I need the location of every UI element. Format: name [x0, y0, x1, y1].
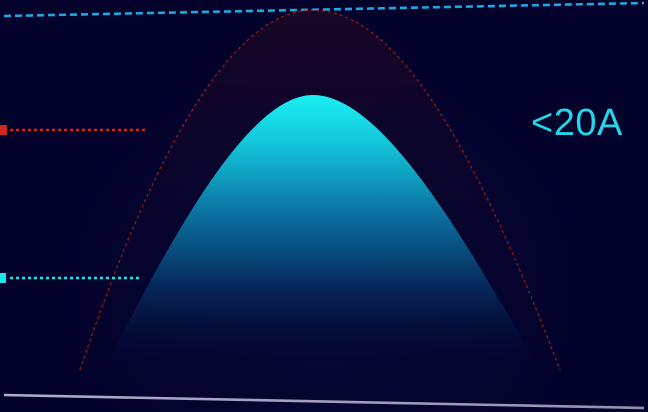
current-waveform-hump [108, 95, 535, 362]
current-pointer-tip [0, 273, 6, 283]
baseline [3, 393, 645, 410]
limit-pointer-tip [0, 125, 7, 135]
current-limit-label: <20A [531, 102, 623, 144]
top-dashed-line [3, 1, 645, 18]
limit-envelope-curve [79, 9, 561, 371]
